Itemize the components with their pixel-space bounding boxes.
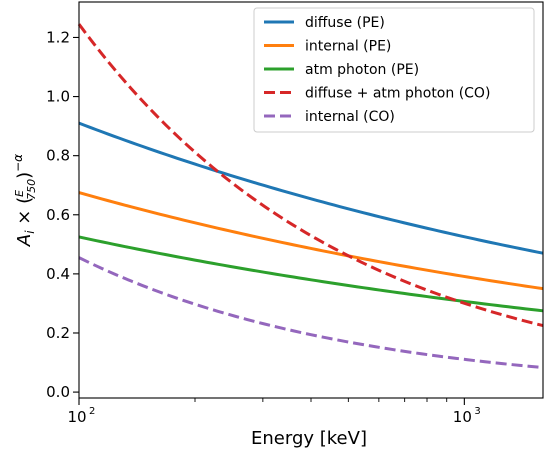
y-tick-label: 0.8 — [46, 147, 70, 165]
y-tick-label: 1.2 — [46, 28, 70, 46]
legend-label-1: diffuse (PE) — [305, 15, 385, 31]
axis-labels: Energy [keV] Ai × (E750)−α — [11, 154, 367, 449]
y-tick-label: 0.2 — [46, 324, 70, 342]
series-line-3 — [78, 235, 544, 313]
series-line-2 — [78, 191, 544, 291]
series-line-1 — [78, 121, 544, 255]
legend-label-2: internal (PE) — [305, 39, 391, 55]
legend-label-3: atm photon (PE) — [305, 62, 419, 78]
y-tick-label: 0.4 — [46, 265, 70, 283]
legend-label-4: diffuse + atm photon (CO) — [305, 86, 490, 102]
legend-label-5: internal (CO) — [305, 109, 395, 125]
x-tick-exponent: 3 — [474, 406, 480, 417]
series-line-4 — [77, 23, 544, 328]
y-tick-label: 1.0 — [46, 88, 70, 106]
legend-box — [253, 7, 535, 133]
x-tick-label: 10 — [67, 408, 86, 426]
y-tick-label: 0.6 — [46, 206, 70, 224]
y-tick-label: 0.0 — [46, 383, 70, 401]
series-layer — [77, 23, 544, 370]
y-axis-label: Ai × (E750)−α — [11, 154, 38, 247]
series-line-5 — [78, 256, 544, 370]
x-tick-exponent: 2 — [89, 406, 95, 417]
x-tick-label: 10 — [453, 408, 472, 426]
legend: diffuse (PE) internal (PE) atm photon (PE)… — [253, 7, 535, 133]
axes-layer: 0.00.20.40.60.81.01.210 2 10 3 — [46, 1, 544, 426]
x-axis-label: Energy [keV] — [251, 428, 367, 449]
